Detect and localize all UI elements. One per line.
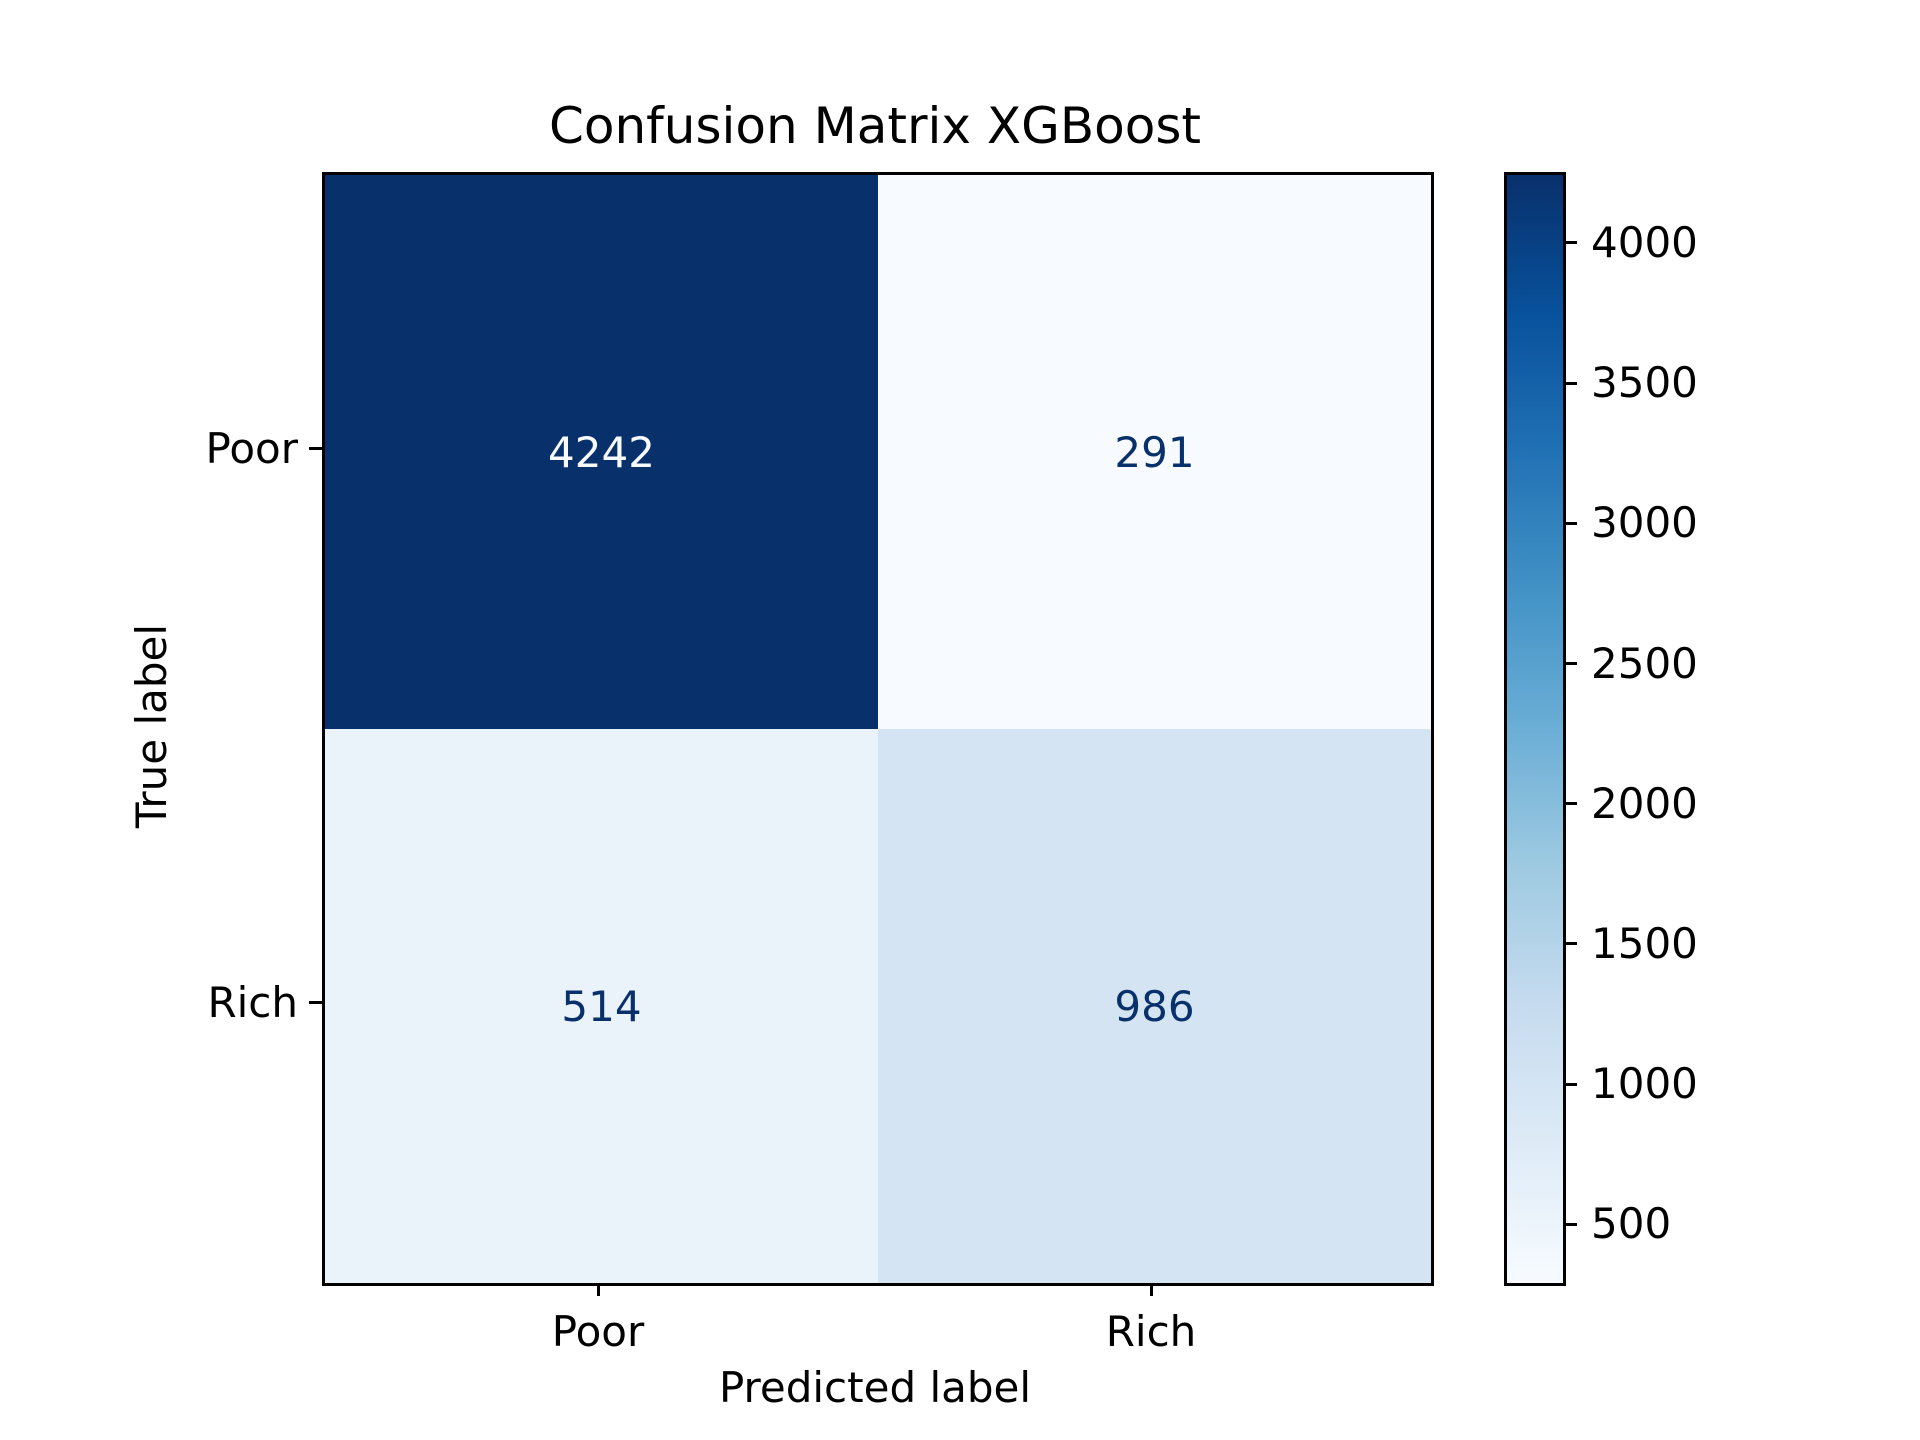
colorbar-ticks: 500 1000 1500 2000 2500 3000 3500 4000 [1563,172,1920,1283]
matrix-cell-true-rich-pred-rich: 986 [878,729,1431,1283]
x-tick-label-rich: Rich [1105,1307,1197,1356]
colorbar-tick-mark [1563,942,1577,946]
matrix-cell-true-poor-pred-poor: 4242 [325,175,878,729]
colorbar-tick-mark [1563,1082,1577,1086]
colorbar-tick-label: 500 [1591,1199,1672,1249]
x-axis-tick-poor [597,1283,600,1296]
y-axis-tick-poor [309,447,322,450]
colorbar [1504,172,1566,1286]
matrix-cell-true-poor-pred-rich: 291 [878,175,1431,729]
confusion-matrix-heatmap: 4242 291 514 986 [322,172,1434,1286]
colorbar-tick-label: 3000 [1591,498,1698,548]
matrix-cell-true-rich-pred-poor: 514 [325,729,878,1283]
colorbar-tick-mark [1563,802,1577,806]
colorbar-tick-label: 2000 [1591,778,1698,828]
x-axis-label: Predicted label [718,1363,1032,1412]
x-axis-tick-rich [1150,1283,1153,1296]
chart-title: Confusion Matrix XGBoost [548,97,1202,155]
x-tick-label-poor: Poor [551,1307,645,1356]
colorbar-tick-mark [1563,381,1577,385]
colorbar-tick-label: 4000 [1591,217,1698,267]
y-axis-label: True label [127,623,176,829]
y-tick-label-poor: Poor [205,424,299,473]
colorbar-tick-mark [1563,521,1577,525]
colorbar-tick-label: 1000 [1591,1059,1698,1109]
colorbar-tick-mark [1563,1222,1577,1226]
colorbar-tick-mark [1563,662,1577,666]
cell-value: 291 [1114,427,1195,477]
cell-value: 514 [561,981,642,1031]
colorbar-tick-label: 1500 [1591,918,1698,968]
colorbar-tick-label: 3500 [1591,358,1698,408]
y-axis-tick-rich [309,1001,322,1004]
y-tick-label-rich: Rich [207,978,298,1027]
cell-value: 986 [1114,981,1195,1031]
colorbar-tick-mark [1563,241,1577,245]
colorbar-tick-label: 2500 [1591,638,1698,688]
cell-value: 4242 [548,427,655,477]
